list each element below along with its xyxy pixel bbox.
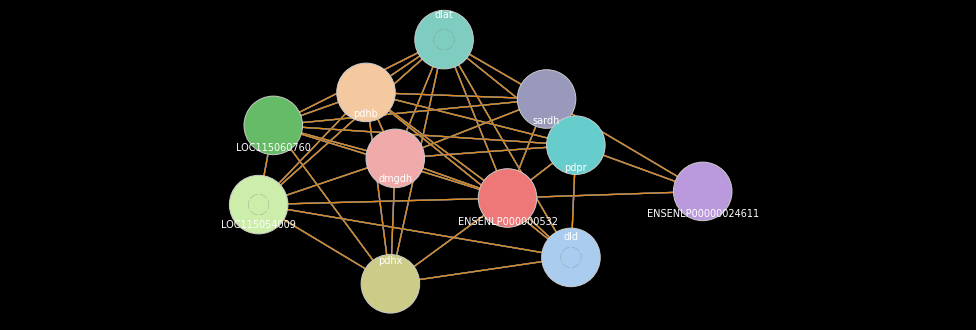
Text: ENSENLP000000532: ENSENLP000000532 [458,217,557,227]
Ellipse shape [517,70,576,128]
Ellipse shape [542,228,600,287]
Text: pdhx: pdhx [379,256,402,266]
Ellipse shape [673,162,732,221]
Ellipse shape [478,169,537,227]
Ellipse shape [229,175,288,234]
Ellipse shape [415,10,473,69]
Ellipse shape [361,254,420,313]
Ellipse shape [366,129,425,188]
Ellipse shape [547,116,605,175]
Ellipse shape [244,96,303,155]
Text: pdpr: pdpr [564,163,588,173]
Text: dlat: dlat [434,10,454,20]
Text: LOC115054009: LOC115054009 [222,220,296,230]
Text: sardh: sardh [533,116,560,126]
Text: pdhb: pdhb [353,109,379,119]
Text: LOC115060760: LOC115060760 [236,143,310,153]
Text: dmgdh: dmgdh [379,174,412,184]
Text: ENSENLP00000024611: ENSENLP00000024611 [647,209,758,219]
Ellipse shape [337,63,395,122]
Text: dld: dld [563,232,579,242]
